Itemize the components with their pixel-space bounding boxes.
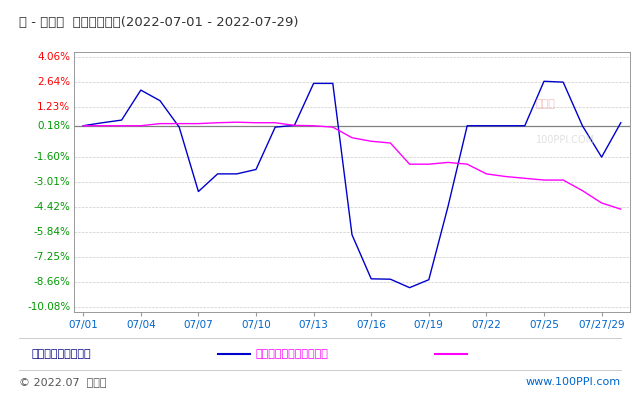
Text: 2.64%: 2.64% [37, 77, 70, 87]
Text: -3.01%: -3.01% [34, 177, 70, 187]
Text: 不锈钢现货价格变化幅度: 不锈钢现货价格变化幅度 [256, 349, 329, 359]
Text: © 2022.07  生意社: © 2022.07 生意社 [19, 377, 107, 387]
Text: 100PPI.COM: 100PPI.COM [536, 135, 595, 145]
Text: www.100PPI.com: www.100PPI.com [525, 377, 621, 387]
Text: 生意社: 生意社 [536, 99, 556, 109]
Text: -7.25%: -7.25% [33, 252, 70, 262]
Text: 1.23%: 1.23% [37, 102, 70, 112]
Text: 镍 - 不锈钢  价格趋势比较(2022-07-01 - 2022-07-29): 镍 - 不锈钢 价格趋势比较(2022-07-01 - 2022-07-29) [19, 16, 299, 29]
Text: -8.66%: -8.66% [33, 277, 70, 287]
Text: 4.06%: 4.06% [37, 52, 70, 62]
Text: -10.08%: -10.08% [27, 302, 70, 312]
Text: -4.42%: -4.42% [33, 202, 70, 212]
Text: 镍现货价格变化幅度: 镍现货价格变化幅度 [32, 349, 92, 359]
Text: 0.18%: 0.18% [37, 121, 70, 131]
Text: -1.60%: -1.60% [34, 152, 70, 162]
Text: -5.84%: -5.84% [33, 227, 70, 237]
